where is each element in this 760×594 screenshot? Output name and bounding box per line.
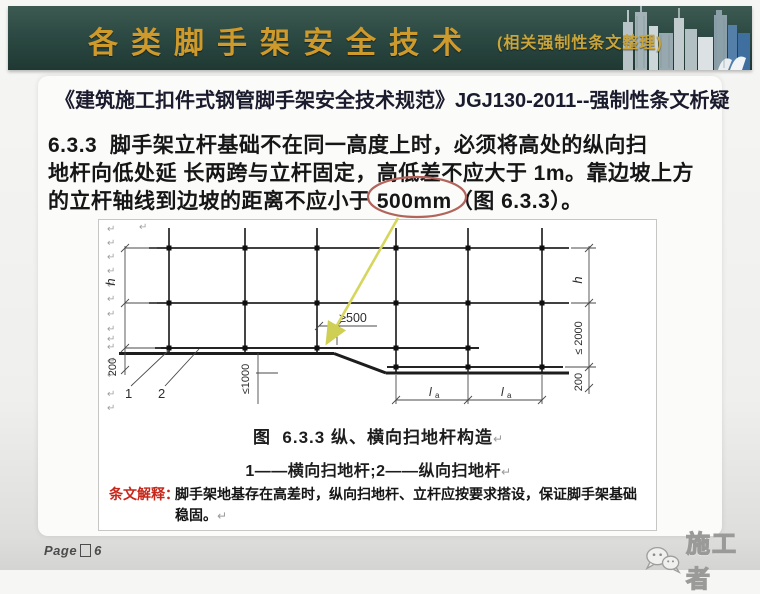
watermark-text: 施工者 xyxy=(685,530,739,593)
skyline-buildings xyxy=(623,6,750,70)
coupler-nodes xyxy=(166,245,545,370)
pilcrow-mark: ↵ xyxy=(107,324,115,335)
pilcrow-mark: ↵ xyxy=(107,342,115,353)
dim-500: ≥500 xyxy=(339,311,367,325)
figure-legend-text: 1——横向扫地杆;2——纵向扫地杆 xyxy=(245,463,502,480)
dimension-labels: h 200 ≥500 ≤1000 1 2 l a l a h ≤ 2000 20… xyxy=(103,276,585,401)
dim-200-right: 200 xyxy=(573,373,585,391)
pilcrow-mark: ↵ xyxy=(492,432,505,446)
pilcrow-mark: ↵ xyxy=(501,465,512,479)
pilcrow-mark: ↵ xyxy=(139,222,147,233)
pilcrow-mark: ↵ xyxy=(217,509,228,523)
highlighted-value-500mm: 500mm xyxy=(376,190,452,213)
span-la-1: l xyxy=(429,385,432,399)
figure-box: ↵ ↵ ↵ ↵ ↵ ↵ ↵ ↵ ↵ ↵ ↵ ↵ ↵ ↵ ↵ xyxy=(98,219,657,531)
pilcrow-mark: ↵ xyxy=(107,309,115,320)
dim-200-left: 200 xyxy=(107,358,119,376)
missing-glyph-box xyxy=(80,544,92,557)
dim-1000: ≤1000 xyxy=(240,364,252,395)
scaffold-rails xyxy=(149,247,569,368)
watermark: 施工者 xyxy=(645,524,760,594)
pilcrow-mark: ↵ xyxy=(107,294,115,305)
figure-caption: 图 6.3.3 纵、横向扫地杆构造↵ xyxy=(99,423,658,448)
span-la-1-sub: a xyxy=(435,391,440,400)
clause-text-line1: 6.3.3 脚手架立杆基础不在同一高度上时，必须将高处的纵向扫 xyxy=(48,134,648,157)
leader-label-1: 1 xyxy=(125,386,132,401)
page-number-label: Page xyxy=(44,543,78,558)
pilcrow-mark: ↵ xyxy=(107,403,115,414)
leader-label-2: 2 xyxy=(158,386,165,401)
clause-text-line2: 地杆向低处延 长两跨与立杆固定，高低差不应大于 1m。靠边坡上方 xyxy=(48,162,695,185)
scaffold-diagram: ↵↵↵↵↵↵↵↵↵↵↵↵↵↵↵ xyxy=(103,222,596,414)
page-number: Page 6 xyxy=(44,543,102,558)
ground-line xyxy=(119,352,569,375)
figure-legend: 1——横向扫地杆;2——纵向扫地杆↵ xyxy=(99,457,658,481)
span-la-2-sub: a xyxy=(507,391,512,400)
dim-h-left: h xyxy=(103,278,118,285)
pilcrow-mark: ↵ xyxy=(107,224,115,235)
pilcrow-mark: ↵ xyxy=(107,238,115,249)
dim-2000: ≤ 2000 xyxy=(573,321,585,355)
scaffold-posts xyxy=(168,228,543,373)
page-number-value: 6 xyxy=(94,543,102,558)
regulation-title: 《建筑施工扣件式钢管脚手架安全技术规范》JGJ130-2011--强制性条文析疑 xyxy=(55,90,730,112)
slide-title: 各类脚手架安全技术 xyxy=(88,27,475,60)
figure-caption-text: 图 6.3.3 纵、横向扫地杆构造 xyxy=(252,428,493,447)
dimension-lines xyxy=(120,243,596,405)
interpretation-label: 条文解释： xyxy=(109,486,179,502)
span-la-2: l xyxy=(501,385,504,399)
clause-text-line3-pre: 的立杆轴线到边坡的距离不应小于 xyxy=(48,190,377,213)
pilcrow-mark: ↵ xyxy=(107,280,115,291)
slide-title-note: (相关强制性条文整理) xyxy=(497,35,663,52)
dim-h-right: h xyxy=(570,276,585,283)
formatting-marks: ↵↵↵↵↵↵↵↵↵↵↵↵↵↵↵ xyxy=(107,222,147,414)
interpretation-text: 脚手架地基存在高差时，纵向扫地杆、立杆应按要求搭设，保证脚手架基础稳固。 xyxy=(175,486,637,523)
pilcrow-mark: ↵ xyxy=(107,389,115,400)
pilcrow-mark: ↵ xyxy=(107,334,115,345)
city-skyline-image xyxy=(623,6,750,70)
pilcrow-mark: ↵ xyxy=(107,356,115,367)
clause-interpretation: 条文解释： 脚手架地基存在高差时，纵向扫地杆、立杆应按要求搭设，保证脚手架基础稳固… xyxy=(109,484,649,527)
clause-text-line3: 的立杆轴线到边坡的距离不应小于 500mm（图 6.3.3）。 xyxy=(48,185,720,215)
pilcrow-mark: ↵ xyxy=(107,266,115,277)
clause-text-line3-post: （图 6.3.3）。 xyxy=(451,190,583,213)
pilcrow-mark: ↵ xyxy=(107,252,115,263)
pilcrow-mark: ↵ xyxy=(107,370,115,381)
